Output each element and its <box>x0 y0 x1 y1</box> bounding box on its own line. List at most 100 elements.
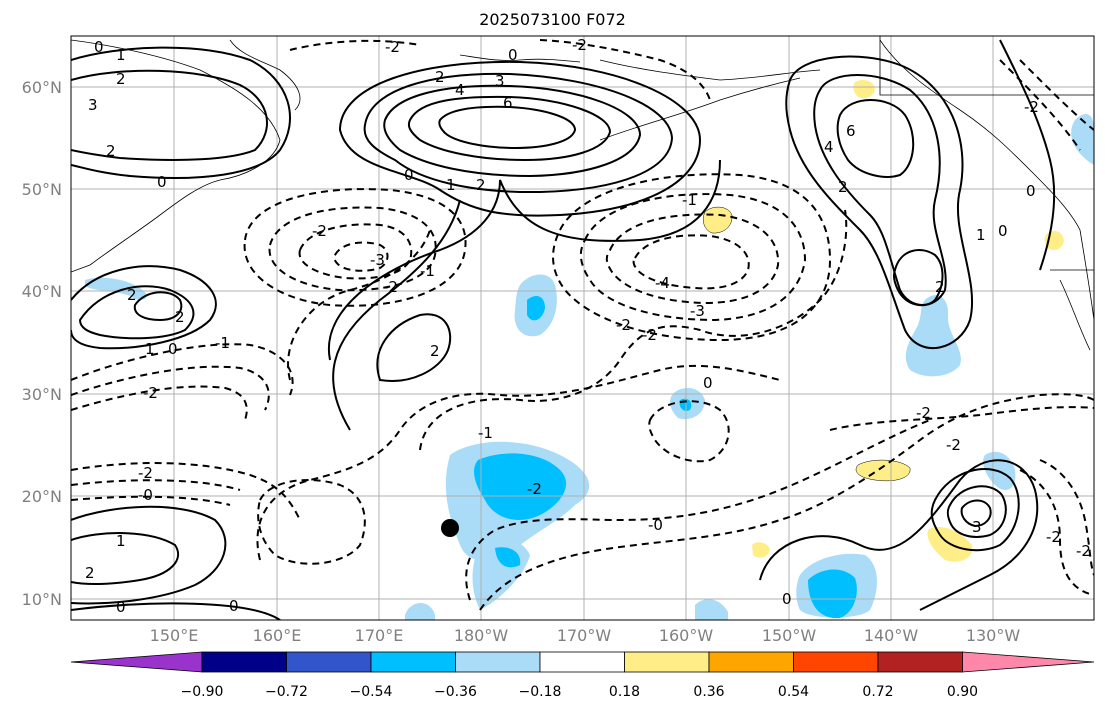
lon-label: 170°W <box>556 626 612 645</box>
contour-label: -2 <box>1046 528 1061 546</box>
contour-sw-high-1 <box>71 505 227 605</box>
negative-shade-east-40n <box>905 295 961 377</box>
map-title: 2025073100 F072 <box>479 10 626 29</box>
contour-west-high-1 <box>71 265 217 350</box>
contour-ridge-3 <box>376 313 452 382</box>
contour-low-160w-4 <box>632 234 750 290</box>
contour-labels: 0 1 2 3 2 0 2 2 1 0 -1 -2 -2 -0 1 2 0 0 … <box>85 36 1091 616</box>
positive-shade-2 <box>853 80 875 98</box>
contour-west-south-3 <box>71 495 231 506</box>
contour-label: 2 <box>85 564 95 582</box>
contour-label: 1 <box>116 46 126 64</box>
contour-low-170e-4 <box>333 241 389 272</box>
coast-bc <box>879 39 1094 321</box>
lat-label: 50°N <box>21 180 62 199</box>
contour-high-center-3 <box>383 84 642 178</box>
colorbar-tick-label: 0.36 <box>693 684 725 700</box>
contour-coast-dashed-2 <box>1019 59 1094 131</box>
contour-se-high-1 <box>759 459 1039 611</box>
contour-label: -2 <box>527 480 542 498</box>
contour-label: 2 <box>838 178 848 196</box>
contour-zero-central <box>287 229 431 381</box>
lon-label: 170°E <box>354 626 404 645</box>
negative-shade-west <box>85 277 147 300</box>
location-marker <box>441 519 459 537</box>
contour-label: -2 <box>616 316 631 334</box>
contour-label: -2 <box>383 278 398 296</box>
contour-label: 6 <box>503 94 513 112</box>
contour-label: -2 <box>1024 98 1039 116</box>
contour-label: 0 <box>1026 182 1036 200</box>
contour-label: 1 <box>446 176 456 194</box>
colorbar-extend-right <box>962 651 1095 673</box>
colorbar-tick-label: −0.72 <box>265 684 308 700</box>
contour-east-ridge <box>893 249 944 307</box>
contour-label: 2 <box>476 176 486 194</box>
contour-label: -1 <box>682 191 697 209</box>
contour-high-center-2 <box>363 72 674 194</box>
coast-siberia <box>229 39 301 111</box>
contour-west-high-3 <box>133 291 183 322</box>
contour-label: 2 <box>935 278 945 296</box>
contour-label: -4 <box>655 274 670 292</box>
lat-label: 60°N <box>21 78 62 97</box>
contour-label: 6 <box>846 122 856 140</box>
lat-label: 40°N <box>21 282 62 301</box>
contour-low-160w-1 <box>552 173 832 342</box>
colorbar-tick-label: −0.18 <box>518 684 562 700</box>
contour-label: 0 <box>157 173 167 191</box>
contour-sw-high-2 <box>71 532 180 586</box>
shaded-areas <box>85 80 1094 620</box>
colorbar-tick-label: 0.90 <box>946 684 979 700</box>
contour-label: 4 <box>824 138 834 156</box>
contour-east-high-3 <box>836 99 915 178</box>
contour-label: 1 <box>116 532 126 550</box>
contour-label: -2 <box>946 436 961 454</box>
colorbar-tick-label: 0.72 <box>862 684 894 700</box>
contour-label: 0 <box>508 46 518 64</box>
lat-label: 30°N <box>21 385 62 404</box>
lon-label: 140°W <box>863 626 919 645</box>
coastlines <box>71 36 1094 351</box>
contour-se-dashed-1 <box>1019 469 1094 596</box>
negative-shade-175w-strong <box>527 296 545 321</box>
lon-label: 130°W <box>965 626 1021 645</box>
positive-shade-6 <box>752 542 770 558</box>
contour-sw-0 <box>71 602 281 620</box>
contour-label: 0 <box>229 597 239 615</box>
lon-label: 150°E <box>149 626 199 645</box>
contour-label: -2 <box>1076 542 1091 560</box>
colorbar-tick-label: 0.54 <box>777 684 810 700</box>
negative-shade-southeast-strong <box>808 569 857 619</box>
contour-label: 0 <box>94 38 104 56</box>
contour-ridge-1 <box>327 159 721 361</box>
colorbar-tick-label: 0.18 <box>608 684 641 700</box>
contour-label: -1 <box>420 262 435 280</box>
colorbar <box>70 651 1095 673</box>
colorbar-tick-label: −0.90 <box>180 684 224 700</box>
contour-label: 0 <box>782 590 792 608</box>
contour-east-high-4 <box>999 39 1056 271</box>
contour-label: -0 <box>138 486 153 504</box>
contour-zero-south <box>465 419 931 601</box>
contour-label: -1 <box>478 424 493 442</box>
lon-label: 150°W <box>761 626 817 645</box>
contour-high-center-4 <box>407 95 612 162</box>
contour-low-170e-3 <box>298 223 413 280</box>
negative-shade-central-tail-strong <box>495 547 521 568</box>
contour-label: -0 <box>648 516 663 534</box>
contour-label: 4 <box>455 81 465 99</box>
contour-label: -2 <box>138 464 153 482</box>
contour-label: 2 <box>106 142 116 160</box>
coast-aleutians <box>459 54 581 63</box>
contour-label: 2 <box>116 70 126 88</box>
contour-low-160w-2 <box>579 193 807 322</box>
contours <box>71 39 1056 620</box>
colorbar-swatch <box>793 651 879 673</box>
colorbar-tick-label: −0.36 <box>434 684 477 700</box>
colorbar-swatch <box>286 651 372 673</box>
contour-west-dashed-3 <box>71 385 248 421</box>
lon-label: 180°W <box>453 626 509 645</box>
negative-shade-south <box>405 602 435 620</box>
contour-minus1-ring <box>419 209 848 451</box>
